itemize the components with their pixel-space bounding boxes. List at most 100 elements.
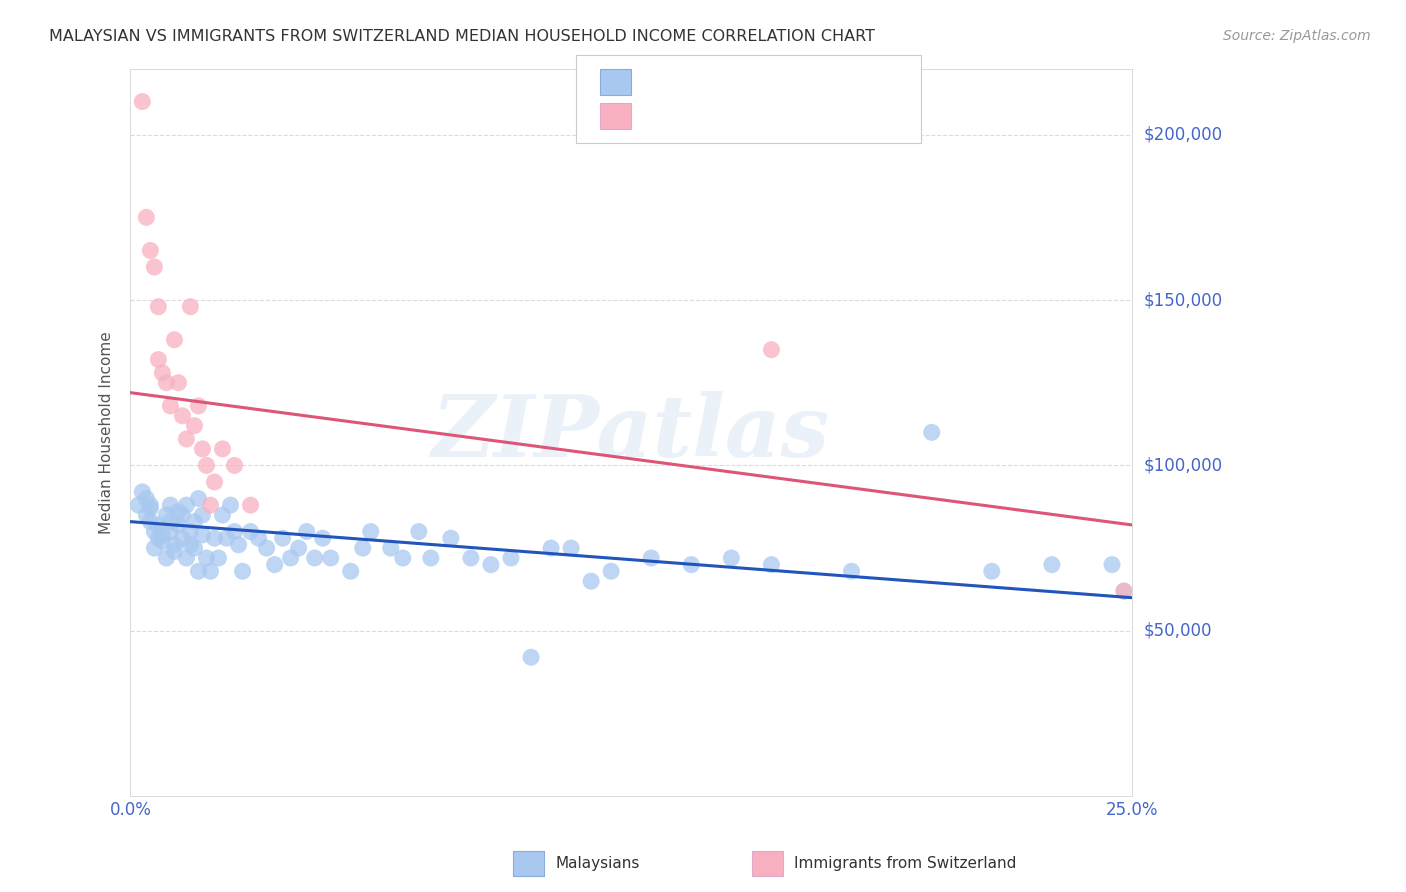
Point (360, 524, 382, 539)
Point (139, 244, 162, 258)
Point (224, 458, 246, 473)
Text: $100,000: $100,000 (1143, 457, 1222, 475)
Point (172, 508, 194, 522)
Point (460, 551, 482, 566)
Point (148, 300, 170, 314)
Point (761, 343, 783, 357)
Point (148, 518, 170, 533)
Point (150, 528, 173, 542)
Point (191, 442, 214, 456)
Point (135, 491, 157, 506)
Point (159, 524, 181, 539)
Point (187, 564, 209, 578)
Point (163, 544, 186, 558)
Point (150, 534, 173, 549)
Point (159, 498, 181, 512)
Point (1040, 558, 1063, 572)
Point (183, 418, 205, 433)
Point (280, 551, 302, 566)
Point (219, 498, 242, 512)
Point (139, 501, 162, 516)
Point (271, 531, 294, 545)
Point (211, 508, 233, 522)
Point (131, 95, 153, 109)
Text: $50,000: $50,000 (1143, 622, 1212, 640)
Point (720, 551, 742, 566)
Point (761, 558, 783, 572)
Point (172, 531, 194, 545)
Point (155, 508, 177, 522)
Point (540, 541, 562, 555)
Point (1112, 584, 1135, 599)
Point (681, 558, 703, 572)
Point (921, 425, 943, 440)
Point (139, 498, 162, 512)
Point (200, 564, 222, 578)
Point (1101, 558, 1123, 572)
Point (247, 531, 270, 545)
Point (408, 524, 430, 539)
Text: ZIPatlas: ZIPatlas (432, 391, 831, 474)
Text: Source: ZipAtlas.com: Source: ZipAtlas.com (1223, 29, 1371, 43)
Point (187, 399, 209, 413)
Point (183, 515, 205, 529)
Point (479, 558, 502, 572)
Point (155, 551, 177, 566)
Point (167, 376, 190, 390)
Point (263, 558, 285, 572)
Point (239, 498, 262, 512)
Point (143, 524, 166, 539)
Point (127, 498, 149, 512)
Point (176, 551, 198, 566)
Point (304, 551, 326, 566)
Y-axis label: Median Household Income: Median Household Income (100, 331, 114, 533)
Point (179, 538, 201, 552)
Point (143, 541, 166, 555)
Point (167, 505, 190, 519)
Text: Immigrants from Switzerland: Immigrants from Switzerland (794, 856, 1017, 871)
Point (287, 541, 309, 555)
Point (167, 518, 190, 533)
Point (215, 531, 238, 545)
Point (600, 564, 623, 578)
Point (207, 551, 229, 566)
Point (560, 541, 582, 555)
Point (176, 498, 198, 512)
Point (135, 211, 157, 225)
Point (239, 524, 262, 539)
Point (179, 524, 201, 539)
Point (640, 551, 662, 566)
Point (520, 650, 543, 665)
Point (579, 574, 602, 589)
Point (195, 458, 218, 473)
Point (179, 300, 201, 314)
Point (391, 551, 413, 566)
Text: $200,000: $200,000 (1143, 126, 1222, 144)
Point (1112, 584, 1135, 599)
Point (380, 541, 402, 555)
Point (204, 531, 226, 545)
Point (187, 491, 209, 506)
Point (499, 551, 522, 566)
Point (155, 376, 177, 390)
Point (131, 484, 153, 499)
Point (163, 333, 186, 347)
Point (980, 564, 1002, 578)
Point (163, 538, 186, 552)
Text: Malaysians: Malaysians (555, 856, 640, 871)
Text: MALAYSIAN VS IMMIGRANTS FROM SWITZERLAND MEDIAN HOUSEHOLD INCOME CORRELATION CHA: MALAYSIAN VS IMMIGRANTS FROM SWITZERLAND… (49, 29, 875, 44)
Point (176, 432, 198, 446)
Point (256, 541, 278, 555)
Point (183, 541, 205, 555)
Point (231, 564, 253, 578)
Point (195, 551, 218, 566)
Point (319, 551, 342, 566)
Point (172, 409, 194, 423)
Text: $150,000: $150,000 (1143, 291, 1222, 309)
Point (295, 524, 318, 539)
Point (148, 352, 170, 367)
Point (150, 366, 173, 380)
Point (841, 564, 863, 578)
Point (191, 528, 214, 542)
Point (204, 475, 226, 489)
